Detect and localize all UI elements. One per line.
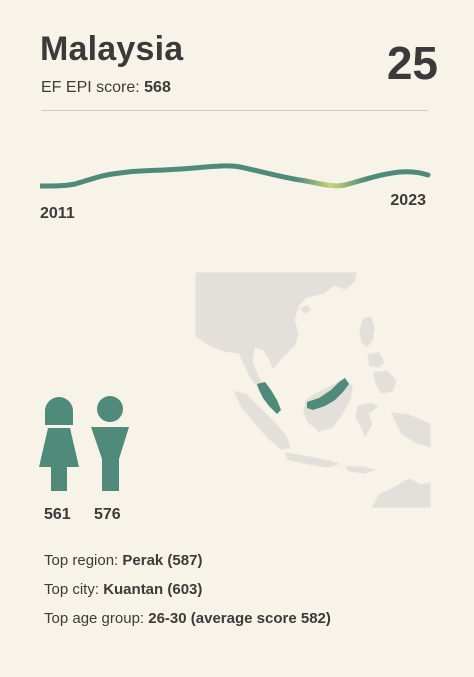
male-icon bbox=[91, 396, 129, 491]
map-java bbox=[284, 451, 343, 469]
fact-label: Top city: bbox=[44, 581, 104, 598]
rank-number: 25 bbox=[386, 37, 438, 89]
fact-value: Kuantan (603) bbox=[103, 581, 203, 598]
map-visayas bbox=[366, 351, 386, 369]
epi-score: EF EPI score: 568 bbox=[41, 79, 171, 97]
female-score: 561 bbox=[44, 506, 71, 523]
country-name: Malaysia bbox=[40, 30, 184, 68]
map-hainan bbox=[298, 304, 312, 315]
map-mindanao bbox=[372, 369, 398, 395]
fact-label: Top region: bbox=[44, 552, 123, 569]
score-trend-line bbox=[40, 163, 431, 189]
map-malaysia-peninsula bbox=[257, 382, 281, 414]
map-malaysia-borneo bbox=[307, 378, 349, 410]
fact-top-region: Top region: Perak (587) bbox=[44, 551, 331, 580]
epi-score-value: 568 bbox=[144, 79, 171, 96]
map-lesser-sunda bbox=[344, 465, 379, 475]
map-australia bbox=[370, 477, 431, 508]
fact-value: Perak (587) bbox=[122, 552, 203, 569]
trend-start-year: 2011 bbox=[40, 205, 75, 222]
map-sulawesi bbox=[354, 401, 380, 440]
facts-list: Top region: Perak (587) Top city: Kuanta… bbox=[44, 551, 331, 638]
map-luzon bbox=[358, 315, 376, 349]
region-map bbox=[195, 272, 431, 508]
fact-label: Top age group: bbox=[44, 610, 149, 627]
fact-top-age-group: Top age group: 26-30 (average score 582) bbox=[44, 609, 331, 638]
map-mainland bbox=[195, 272, 358, 393]
female-icon bbox=[39, 397, 79, 491]
trend-path bbox=[40, 163, 431, 189]
fact-top-city: Top city: Kuantan (603) bbox=[44, 580, 331, 609]
map-sumatra bbox=[232, 389, 292, 451]
fact-value: 26-30 (average score 582) bbox=[148, 610, 331, 627]
trend-end-year: 2023 bbox=[390, 192, 426, 209]
divider bbox=[41, 110, 428, 111]
map-new-guinea bbox=[390, 411, 431, 449]
epi-score-label: EF EPI score: bbox=[41, 79, 145, 96]
male-score: 576 bbox=[94, 506, 121, 523]
